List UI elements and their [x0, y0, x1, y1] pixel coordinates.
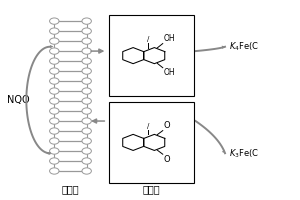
- Circle shape: [82, 48, 92, 54]
- Circle shape: [82, 98, 92, 104]
- Circle shape: [82, 88, 92, 94]
- Circle shape: [82, 128, 92, 134]
- Circle shape: [82, 58, 92, 64]
- Circle shape: [50, 18, 59, 24]
- Circle shape: [82, 158, 92, 164]
- Circle shape: [50, 68, 59, 74]
- Circle shape: [82, 18, 92, 24]
- Text: O: O: [163, 121, 170, 130]
- Text: 甲萘醌: 甲萘醌: [142, 184, 160, 194]
- Text: /: /: [147, 36, 149, 42]
- Circle shape: [50, 58, 59, 64]
- Circle shape: [50, 138, 59, 144]
- Circle shape: [50, 38, 59, 44]
- Text: O: O: [163, 155, 170, 164]
- Circle shape: [82, 118, 92, 124]
- Circle shape: [82, 138, 92, 144]
- Circle shape: [82, 68, 92, 74]
- Circle shape: [82, 108, 92, 114]
- Circle shape: [50, 108, 59, 114]
- Circle shape: [50, 28, 59, 34]
- Circle shape: [82, 28, 92, 34]
- Circle shape: [50, 98, 59, 104]
- Text: 细胞膜: 细胞膜: [62, 184, 79, 194]
- Text: $K_4$Fe(C: $K_4$Fe(C: [230, 40, 260, 53]
- FancyBboxPatch shape: [109, 15, 194, 96]
- Text: OH: OH: [163, 34, 175, 43]
- Text: $K_3$Fe(C: $K_3$Fe(C: [230, 147, 260, 160]
- Circle shape: [50, 78, 59, 84]
- Circle shape: [82, 38, 92, 44]
- Circle shape: [82, 168, 92, 174]
- Circle shape: [50, 128, 59, 134]
- FancyBboxPatch shape: [109, 102, 194, 183]
- Text: NQO: NQO: [7, 95, 29, 105]
- Circle shape: [50, 88, 59, 94]
- Circle shape: [50, 118, 59, 124]
- Circle shape: [82, 148, 92, 154]
- Circle shape: [82, 78, 92, 84]
- Circle shape: [50, 48, 59, 54]
- Text: /: /: [147, 123, 149, 129]
- Circle shape: [50, 168, 59, 174]
- Text: OH: OH: [163, 68, 175, 77]
- Circle shape: [50, 148, 59, 154]
- Circle shape: [50, 158, 59, 164]
